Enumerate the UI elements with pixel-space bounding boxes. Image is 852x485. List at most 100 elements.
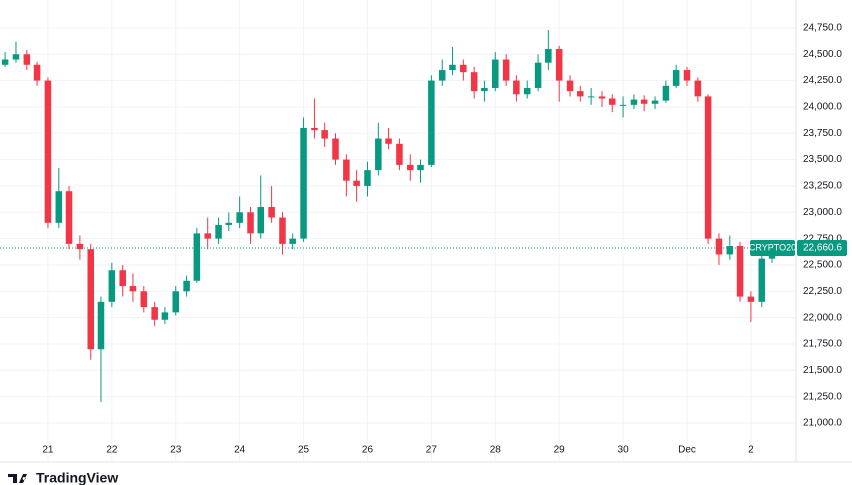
price-badge [797,240,847,257]
candle-body [662,85,670,101]
y-tick-label: 24,750.0 [803,23,842,34]
candle-body [55,191,63,223]
candle-body [343,159,350,181]
candle-body [76,243,84,250]
candle-body [726,245,734,255]
x-tick-label: Dec [678,445,696,456]
candle-body [534,62,542,88]
candle-body [225,222,233,225]
candle-body [608,98,616,105]
candle-body [332,138,339,160]
candle-body [651,100,659,104]
symbol-label: CRYPTO20 [749,242,796,252]
y-tick-label: 21,500.0 [803,365,842,376]
logo: TradingView [8,470,118,485]
candle-body [321,130,328,139]
x-tick-label: 26 [362,445,374,456]
candle-body [300,128,307,239]
candle-body [672,70,680,86]
candle-body [353,180,360,186]
candle-body [247,212,254,234]
candle-body [694,80,702,97]
candle-body [12,54,20,60]
candle-body [619,104,627,106]
candle-body [640,99,648,104]
candle-body [108,270,116,302]
x-tick-label: 25 [298,445,310,456]
candle-body [119,270,126,287]
y-tick-label: 21,250.0 [803,391,842,402]
candle-body [492,59,499,88]
candle-body [236,212,243,223]
x-tick-label: 23 [170,445,182,456]
candle-body [513,80,520,95]
candle-body [65,191,73,244]
candle-body [161,312,169,320]
candle-body [428,80,435,165]
x-tick-label: 28 [490,445,502,456]
candle-body [97,301,105,350]
x-tick-label: 27 [426,445,438,456]
x-tick-label: 2 [748,445,754,456]
candle-body [44,80,52,223]
candle-body [747,296,755,302]
candle-body [598,96,606,99]
y-tick-label: 24,500.0 [803,49,842,60]
candle-body [375,138,382,171]
candle-body [1,59,9,65]
candle-body [215,224,222,239]
y-tick-label: 23,750.0 [803,128,842,139]
x-tick-label: 24 [234,445,246,456]
candle-body [587,96,595,98]
candle-body [758,258,766,302]
candle-body [396,143,403,165]
candle-body [407,164,414,171]
candle-body [129,286,137,292]
brand: TradingView [36,470,118,485]
y-tick-label: 22,500.0 [803,260,842,271]
y-tick-label: 24,250.0 [803,75,842,86]
candle-body [555,48,563,81]
y-tick-label: 23,250.0 [803,181,842,192]
x-tick-label: 29 [554,445,566,456]
candle-body [566,80,574,92]
candle-body [704,96,712,239]
candle-body [151,307,158,320]
candle-body [460,64,467,73]
y-tick-label: 21,750.0 [803,339,842,350]
candle-body [577,91,584,97]
candle-body [417,164,424,171]
candle-body [715,238,723,255]
price-label: 22,660.6 [803,243,842,254]
candle-body [172,291,180,313]
candle-body [630,99,638,105]
x-tick-label: 22 [106,445,118,456]
candle-body [257,207,264,234]
candle-body [87,249,95,350]
y-tick-label: 22,000.0 [803,312,842,323]
y-tick-label: 23,500.0 [803,154,842,165]
candle-body [502,59,510,81]
candle-body [193,233,201,281]
candle-body [449,64,456,71]
y-tick-label: 22,750.0 [803,233,842,244]
y-tick-label: 23,000.0 [803,207,842,218]
candle-body [523,87,531,95]
candle-body [736,245,744,297]
candle-body [481,87,488,92]
candle-body [140,291,148,308]
x-tick-label: 30 [618,445,630,456]
symbol-badge [750,240,795,257]
candle-body [683,70,691,81]
candle-body [438,70,446,81]
plot: 24,750.0 24,500.0 24,250.0 24,000.0 23,750.0… [0,0,847,462]
candle-body [311,128,318,131]
x-tick-label: 21 [42,445,54,456]
candle-body [268,207,275,218]
candle-body [279,217,286,244]
candle-body [33,64,41,81]
candle-body [385,138,392,144]
candle-body [183,280,190,292]
candle-body [470,72,478,92]
